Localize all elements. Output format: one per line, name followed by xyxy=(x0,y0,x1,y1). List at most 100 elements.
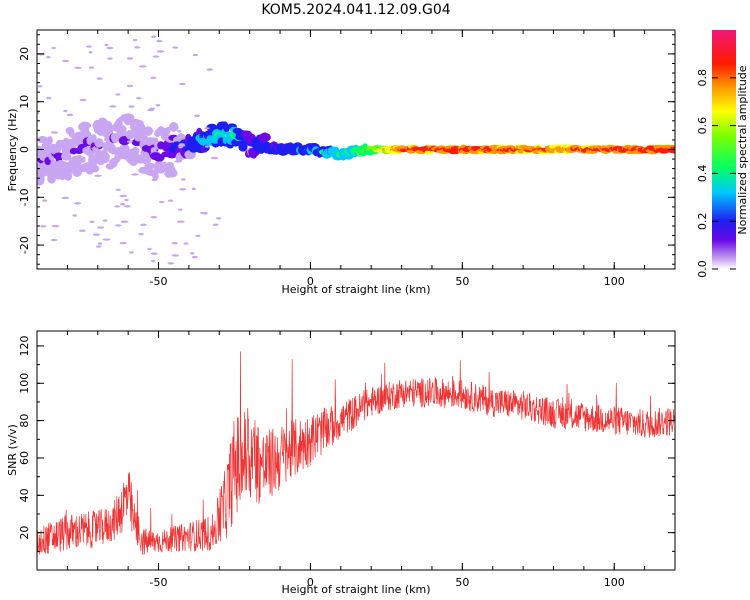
spectrogram-noise xyxy=(73,202,82,205)
spectrogram-noise xyxy=(118,116,124,120)
spectrogram-noise xyxy=(66,113,74,117)
colorbar-tick-label: 0.2 xyxy=(696,212,709,230)
spectrogram-noise xyxy=(189,252,195,255)
spectrogram-noise xyxy=(129,251,134,254)
top-ylabel: Frequency (Hz) xyxy=(6,109,19,192)
colorbar-tick-label: 0.0 xyxy=(696,260,709,278)
spectrogram-noise xyxy=(46,55,51,59)
y-tick-label: -10 xyxy=(18,188,31,206)
spectrogram-cell xyxy=(152,172,159,181)
spectrogram-cell xyxy=(94,149,104,159)
spectrogram-noise xyxy=(37,151,44,155)
spectrogram-noise xyxy=(216,217,222,220)
spectrogram-cell xyxy=(91,164,100,173)
spectrogram-noise xyxy=(138,232,144,236)
spectrogram-noise xyxy=(107,57,113,60)
spectrogram-noise xyxy=(151,178,158,182)
spectrogram-noise xyxy=(110,128,115,131)
spectrogram-panel: -50 0 50 100 -20 -10 0 10 20 Height of straight… xyxy=(6,29,676,296)
chart-title: KOM5.2024.041.12.09.G04 xyxy=(261,2,450,18)
spectrogram-noise xyxy=(173,126,178,129)
spectrogram-cell xyxy=(424,150,434,155)
spectrogram-noise xyxy=(119,203,126,206)
spectrogram-noise xyxy=(95,245,102,248)
y-tick-label: 60 xyxy=(18,451,31,465)
spectrogram-noise xyxy=(37,85,43,88)
spectrogram-noise xyxy=(204,145,209,148)
spectrogram-noise xyxy=(177,130,182,133)
colorbar-gradient xyxy=(712,30,736,269)
spectrogram-noise xyxy=(135,96,142,100)
spectrogram-noise xyxy=(131,123,139,126)
spectrogram-noise xyxy=(96,77,103,80)
spectrogram-noise xyxy=(155,104,161,107)
spectrogram-noise xyxy=(156,39,163,43)
spectrogram-noise xyxy=(89,220,95,224)
spectrogram-noise xyxy=(123,205,131,208)
spectrogram-noise xyxy=(97,242,103,245)
spectrogram-noise xyxy=(192,53,199,57)
spectrogram-noise xyxy=(104,43,109,47)
spectrogram-noise xyxy=(176,220,185,223)
spectrogram-noise xyxy=(131,173,139,176)
x-tick-label: -50 xyxy=(150,576,168,589)
spectrogram-cell xyxy=(46,136,53,145)
x-tick-label: 0 xyxy=(307,275,314,288)
snr-series-line xyxy=(37,351,675,556)
spectrogram-noise xyxy=(139,166,148,170)
y-tick-label: 20 xyxy=(18,526,31,540)
spectrogram-noise xyxy=(115,224,122,227)
colorbar-label: Normalized spectral amplitude xyxy=(736,65,749,234)
spectrogram-noise xyxy=(171,254,179,257)
spectrogram-noise xyxy=(97,226,105,229)
spectrogram-noise xyxy=(203,127,210,130)
spectrogram-noise xyxy=(78,229,86,232)
spectrogram-cell xyxy=(73,161,81,171)
spectrogram-cell xyxy=(168,122,179,132)
spectrogram-noise xyxy=(92,233,101,236)
spectrogram-noise xyxy=(58,163,63,166)
spectrogram-noise xyxy=(106,46,114,50)
spectrogram-noise xyxy=(119,194,128,198)
spectrogram-noise xyxy=(191,255,198,259)
spectrogram-noise xyxy=(79,98,87,102)
spectrogram-noise xyxy=(63,147,70,150)
spectrogram-cell xyxy=(162,128,171,135)
spectrogram-noise xyxy=(147,129,154,133)
snr-panel: -50 0 50 100 20 40 60 80 100 120 Height of strai… xyxy=(6,330,676,596)
top-xlabel: Height of straight line (km) xyxy=(281,283,430,296)
spectrogram-cell xyxy=(68,129,75,138)
spectrogram-cell xyxy=(257,147,265,154)
spectrogram-noise xyxy=(109,150,115,153)
spectrogram-noise xyxy=(191,187,196,191)
spectrogram-noise xyxy=(150,252,158,255)
y-tick-label: 0 xyxy=(18,146,31,153)
spectrogram-cell xyxy=(142,153,151,162)
spectrogram-cell xyxy=(137,135,149,142)
colorbar-tick-label: 0.6 xyxy=(696,117,709,135)
spectrogram-noise xyxy=(177,208,183,211)
spectrogram-noise xyxy=(72,214,78,217)
spectrogram-noise xyxy=(149,107,156,111)
x-tick-label: -50 xyxy=(150,275,168,288)
spectrogram-noise xyxy=(50,238,58,242)
spectrogram-noise xyxy=(115,93,121,96)
colorbar-tick-label: 0.4 xyxy=(696,165,709,183)
x-tick-label: 100 xyxy=(604,576,625,589)
spectrogram-noise xyxy=(181,178,186,181)
spectrogram-noise xyxy=(124,198,129,202)
x-tick-label: 50 xyxy=(455,576,469,589)
spectrogram-noise xyxy=(79,131,88,134)
y-tick-label: 80 xyxy=(18,414,31,428)
spectrogram-noise xyxy=(194,114,200,117)
spectrogram-cell xyxy=(94,138,104,148)
spectrogram-noise xyxy=(134,46,141,49)
spectrogram-noise xyxy=(42,199,48,202)
spectrogram-noise xyxy=(85,45,93,48)
spectrogram-cell xyxy=(225,131,232,138)
spectrogram-noise xyxy=(166,126,175,130)
spectrogram-noise xyxy=(179,82,186,86)
spectrogram-noise xyxy=(171,241,179,245)
spectrogram-noise xyxy=(74,66,82,70)
